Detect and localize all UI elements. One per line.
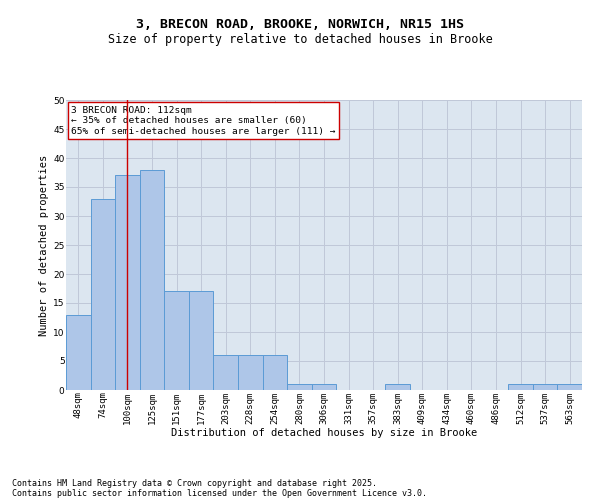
Bar xyxy=(385,384,410,390)
Bar xyxy=(263,355,287,390)
Text: 3 BRECON ROAD: 112sqm
← 35% of detached houses are smaller (60)
65% of semi-deta: 3 BRECON ROAD: 112sqm ← 35% of detached … xyxy=(71,106,335,136)
Text: Contains HM Land Registry data © Crown copyright and database right 2025.: Contains HM Land Registry data © Crown c… xyxy=(12,478,377,488)
X-axis label: Distribution of detached houses by size in Brooke: Distribution of detached houses by size … xyxy=(171,428,477,438)
Bar xyxy=(508,384,533,390)
Bar xyxy=(287,384,312,390)
Text: Size of property relative to detached houses in Brooke: Size of property relative to detached ho… xyxy=(107,32,493,46)
Text: 3, BRECON ROAD, BROOKE, NORWICH, NR15 1HS: 3, BRECON ROAD, BROOKE, NORWICH, NR15 1H… xyxy=(136,18,464,30)
Text: Contains public sector information licensed under the Open Government Licence v3: Contains public sector information licen… xyxy=(12,488,427,498)
Bar xyxy=(66,314,91,390)
Bar xyxy=(189,292,214,390)
Bar xyxy=(312,384,336,390)
Bar xyxy=(164,292,189,390)
Bar xyxy=(140,170,164,390)
Bar xyxy=(214,355,238,390)
Bar xyxy=(115,176,140,390)
Bar xyxy=(238,355,263,390)
Bar xyxy=(91,198,115,390)
Bar xyxy=(557,384,582,390)
Y-axis label: Number of detached properties: Number of detached properties xyxy=(39,154,49,336)
Bar xyxy=(533,384,557,390)
